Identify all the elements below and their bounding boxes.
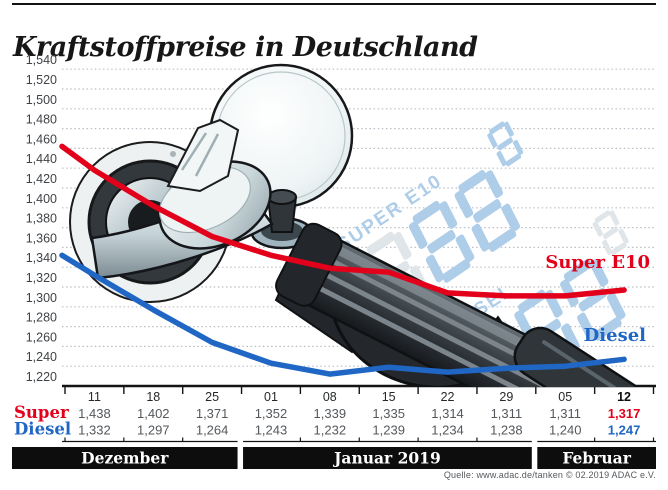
table-value: 1,247	[608, 423, 641, 438]
date-column-header: 01	[264, 390, 278, 404]
super-e10-line-label: Super E10	[545, 252, 650, 273]
top-rule	[12, 3, 656, 5]
table-value: 1,297	[137, 423, 170, 438]
page-title: Kraftstoffpreise in Deutschland	[13, 32, 478, 64]
y-axis-label: 1,320	[26, 271, 57, 285]
table-value: 1,238	[490, 423, 523, 438]
month-label: Dezember	[81, 449, 169, 468]
y-axis-label: 1,540	[26, 53, 57, 67]
table-value: 1,402	[137, 406, 170, 421]
y-axis-label: 1,500	[26, 93, 57, 107]
table-value: 1,311	[491, 406, 523, 421]
date-column-header: 11	[88, 390, 101, 404]
y-axis-label: 1,440	[26, 152, 57, 166]
y-axis-label: 1,280	[26, 311, 57, 325]
table-value: 1,311	[549, 406, 581, 421]
y-axis-label: 1,300	[26, 291, 57, 305]
y-axis-label: 1,380	[26, 212, 57, 226]
month-bar	[243, 447, 532, 469]
diesel-line-label: Diesel	[583, 325, 646, 346]
date-column-header: 12	[617, 390, 631, 404]
table-value: 1,264	[196, 423, 229, 438]
table-value: 1,317	[608, 406, 641, 421]
month-label: Februar	[562, 449, 631, 468]
y-axis-label: 1,520	[26, 73, 57, 87]
y-axis-label: 1,260	[26, 330, 57, 344]
y-axis-label: 1,240	[26, 350, 57, 364]
nozzle-lever	[166, 118, 240, 193]
y-axis-label: 1,420	[26, 172, 57, 186]
date-column-header: 22	[441, 390, 455, 404]
date-column-header: 29	[499, 390, 513, 404]
y-axis-label: 1,220	[26, 370, 57, 384]
table-value: 1,243	[255, 423, 288, 438]
month-bar	[12, 447, 238, 469]
table-value: 1,332	[78, 423, 111, 438]
date-column-header: 05	[558, 390, 572, 404]
table-value: 1,314	[431, 406, 464, 421]
table-value: 1,239	[372, 423, 405, 438]
y-axis-label: 1,340	[26, 251, 57, 265]
date-column-header: 15	[382, 390, 396, 404]
source-credit: Quelle: www.adac.de/tanken © 02.2019 ADA…	[443, 470, 656, 480]
table-value: 1,371	[196, 406, 229, 421]
table-value: 1,240	[549, 423, 582, 438]
price-line-diesel	[59, 252, 627, 377]
table-value: 1,232	[314, 423, 347, 438]
table-value: 1,234	[431, 423, 464, 438]
date-column-header: 08	[323, 390, 337, 404]
table-value: 1,335	[372, 406, 405, 421]
y-axis-label: 1,360	[26, 231, 57, 245]
y-axis-label: 1,460	[26, 132, 57, 146]
month-bar	[537, 447, 656, 469]
table-row-label-super: Super	[14, 403, 69, 422]
table-value: 1,352	[255, 406, 288, 421]
date-column-header: 25	[205, 390, 219, 404]
y-axis-label: 1,480	[26, 113, 57, 127]
price-line-super	[59, 143, 627, 299]
y-axis-label: 1,400	[26, 192, 57, 206]
month-label: Januar 2019	[332, 449, 441, 468]
date-column-header: 18	[146, 390, 160, 404]
table-value: 1,438	[78, 406, 111, 421]
table-value: 1,339	[314, 406, 347, 421]
table-row-label-diesel: Diesel	[14, 420, 71, 439]
